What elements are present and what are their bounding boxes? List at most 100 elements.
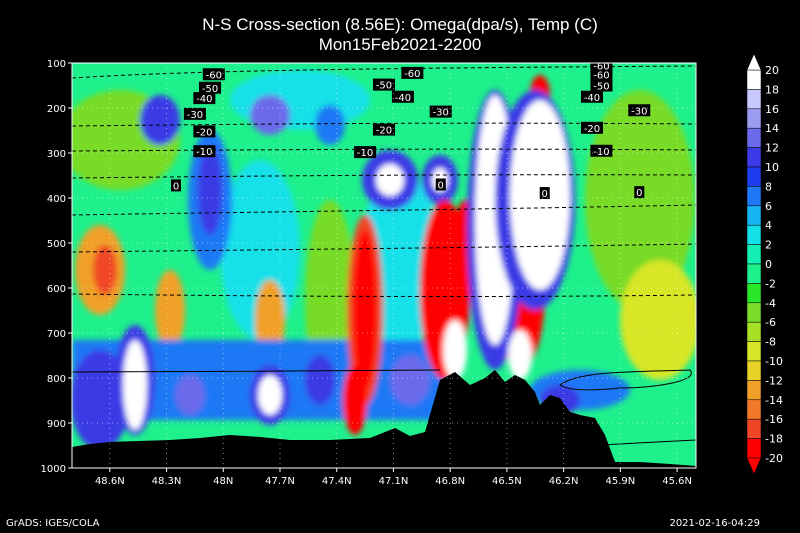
contour-label-text: -60 xyxy=(593,61,609,72)
contour-label: -50 xyxy=(199,81,222,95)
x-tick-label: 47.4N xyxy=(322,476,352,487)
colorbar-bottom-arrow xyxy=(746,457,762,475)
contour-label: -10 xyxy=(193,145,216,158)
contour-label: -40 xyxy=(193,92,216,105)
contour-label: 0 xyxy=(171,179,181,192)
x-tick-label: 47.1N xyxy=(379,476,409,487)
colorbar-label: 4 xyxy=(765,219,772,232)
contour-label-text: -10 xyxy=(357,148,373,159)
footer-credit: GrADS: IGES/COLA xyxy=(6,518,100,529)
contour-label: -50 xyxy=(373,78,395,92)
y-tick-label: 500 xyxy=(47,239,66,250)
contour-label-text: -50 xyxy=(593,82,609,93)
contour-label-text: -20 xyxy=(376,126,392,137)
contour-label-text: -10 xyxy=(593,147,609,158)
y-tick-label: 400 xyxy=(47,194,66,205)
contour-label: -30 xyxy=(628,104,651,117)
contour-label-text: -50 xyxy=(376,81,392,92)
colorbar-label: -20 xyxy=(765,452,783,465)
x-tick-label: 46.2N xyxy=(549,476,579,487)
colorbar-label: 2 xyxy=(765,239,772,252)
freezing-contour xyxy=(72,369,696,446)
omega-field xyxy=(72,70,696,450)
contour-label: -10 xyxy=(354,146,377,159)
contour-label-text: -40 xyxy=(584,93,600,104)
colorbar-label: 16 xyxy=(765,103,779,116)
colorbar-swatch xyxy=(746,108,762,129)
colorbar-swatch xyxy=(746,341,762,362)
colorbar-swatch xyxy=(746,244,762,265)
colorbar-swatch xyxy=(746,399,762,420)
x-axis: 48.6N 48.3N 48N 47.7N 47.4N 47.1N 46.8N 46.5N 46… xyxy=(95,468,692,487)
chart-title: N-S Cross-section (8.56E): Omega(dpa/s),… xyxy=(202,15,598,34)
y-tick-label: 300 xyxy=(47,149,66,160)
contour-label-text: -60 xyxy=(404,69,420,80)
contour-label-text: -30 xyxy=(433,108,449,119)
x-tick-label: 45.6N xyxy=(662,476,692,487)
contour-label-text: -20 xyxy=(584,124,600,135)
y-tick-label: 200 xyxy=(47,104,66,115)
x-tick-label: 46.5N xyxy=(492,476,522,487)
x-tick-label: 48.6N xyxy=(95,476,125,487)
x-tick-label: 46.8N xyxy=(435,476,465,487)
colorbar-label: -12 xyxy=(765,374,783,387)
colorbar-swatch xyxy=(746,263,762,284)
colorbar-label: 8 xyxy=(765,180,772,193)
contour-label-text: -30 xyxy=(631,106,647,117)
y-tick-label: 900 xyxy=(47,419,66,430)
colorbar-label: 10 xyxy=(765,161,779,174)
contour-label: -20 xyxy=(581,121,603,135)
terrain-shape xyxy=(72,370,696,468)
colorbar-swatch xyxy=(746,438,762,459)
contour-label: -10 xyxy=(590,144,613,158)
contour-label-text: -60 xyxy=(593,70,609,81)
colorbar-label: 18 xyxy=(765,83,779,96)
x-tick-label: 48.3N xyxy=(152,476,182,487)
colorbar-swatch xyxy=(746,127,762,148)
colorbar-label: -18 xyxy=(765,433,783,446)
contour-label: -50 xyxy=(590,79,613,93)
colorbar-swatch xyxy=(746,166,762,187)
colorbar-label: 14 xyxy=(765,122,779,135)
colorbar-swatch xyxy=(746,89,762,110)
x-tick-label: 47.7N xyxy=(265,476,295,487)
colorbar-label: -6 xyxy=(765,316,776,329)
colorbar-top-arrow xyxy=(746,53,762,71)
colorbar-swatch xyxy=(746,418,762,439)
contour-label: -60 xyxy=(202,68,225,81)
contour-label: -40 xyxy=(581,90,603,104)
contour-label: -30 xyxy=(183,107,206,121)
contour-label-text: -40 xyxy=(395,93,411,104)
contour-label: 0 xyxy=(435,178,446,192)
colorbar-label: 12 xyxy=(765,142,779,155)
colorbar-swatch xyxy=(746,302,762,323)
colorbar-label: -4 xyxy=(765,297,776,310)
colorbar-swatch xyxy=(746,186,762,207)
contour-label: -40 xyxy=(391,90,414,104)
contour-label: 0 xyxy=(539,187,550,200)
contour-label-text: 0 xyxy=(636,188,642,199)
contour-label: -60 xyxy=(401,66,424,80)
colorbar-label: 6 xyxy=(765,200,772,213)
contour-label-text: 0 xyxy=(438,181,444,192)
y-tick-label: 100 xyxy=(47,59,66,70)
contour-label-text: -60 xyxy=(206,70,222,81)
colorbar-swatch xyxy=(746,321,762,342)
colorbar-label: -14 xyxy=(765,394,783,407)
temperature-contours xyxy=(72,65,696,298)
contour-label-text: 0 xyxy=(173,181,179,192)
y-tick-label: 700 xyxy=(47,329,66,340)
contour-label: -60 xyxy=(590,61,613,72)
contour-labels: -60 -60 -60-60-50 -50 -50-40 -40 -40-30 -30 -30-… xyxy=(171,61,651,200)
chart-subtitle: Mon15Feb2021-2200 xyxy=(318,35,482,54)
contour-label: -30 xyxy=(429,105,452,119)
colorbar-swatch xyxy=(746,224,762,245)
colorbar-label: -16 xyxy=(765,413,783,426)
contour-label-text: -20 xyxy=(196,127,212,138)
contour-label-text: -10 xyxy=(196,147,212,158)
colorbar-label: -2 xyxy=(765,277,776,290)
y-axis: 100 200 300 400 500 600 700 800 900 1000 xyxy=(41,59,72,475)
colorbar-swatch xyxy=(746,205,762,226)
x-tick-label: 45.9N xyxy=(605,476,635,487)
